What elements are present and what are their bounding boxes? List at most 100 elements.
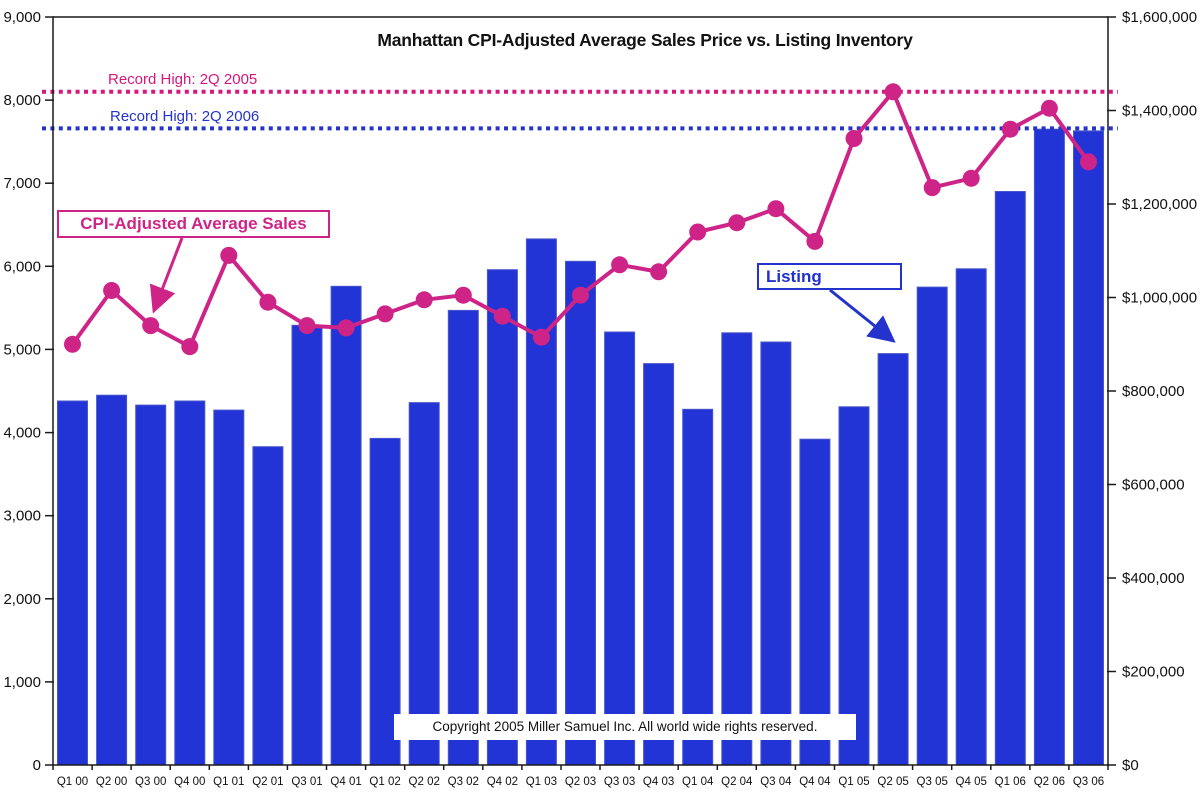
x-label-Q2-00: Q2 00 (96, 776, 127, 788)
left-tick-label: 0 (33, 757, 41, 774)
left-tick-label: 2,000 (3, 591, 41, 608)
x-label-Q2-03: Q2 03 (565, 776, 596, 788)
right-tick-label: $400,000 (1122, 570, 1185, 587)
price-point-Q2-05 (884, 83, 902, 101)
x-label-Q3-06: Q3 06 (1073, 776, 1104, 788)
price-point-Q4-05 (962, 169, 980, 187)
x-label-Q2-06: Q2 06 (1034, 776, 1065, 788)
bar-Q3-06 (1073, 130, 1104, 766)
price-point-Q4-00 (181, 338, 199, 356)
price-point-Q4-02 (493, 307, 511, 325)
price-point-Q1-02 (376, 305, 394, 323)
bar-Q2-04 (721, 332, 753, 766)
right-tick-label: $800,000 (1122, 383, 1185, 400)
right-tick-label: $1,600,000 (1122, 9, 1197, 26)
right-tick-label: $200,000 (1122, 664, 1185, 681)
bar-Q1-03 (525, 238, 557, 766)
price-point-Q1-05 (845, 130, 863, 147)
left-tick-label: 3,000 (3, 508, 41, 525)
bar-Q4-03 (643, 363, 675, 766)
price-point-Q2-02 (415, 291, 433, 309)
right-tick-label: $1,200,000 (1122, 196, 1197, 213)
left-tick-label: 9,000 (3, 9, 41, 26)
price-point-Q2-04 (728, 214, 746, 232)
bar-Q3-05 (916, 286, 948, 766)
x-label-Q1-05: Q1 05 (838, 776, 869, 788)
x-label-Q3-01: Q3 01 (291, 776, 322, 788)
left-tick-label: 7,000 (3, 175, 41, 192)
price-point-Q4-04 (806, 232, 824, 250)
right-tick-label: $600,000 (1122, 477, 1185, 494)
bar-Q4-04 (799, 438, 831, 766)
bar-Q2-06 (1033, 128, 1065, 766)
bar-Q1-05 (838, 406, 870, 766)
price-point-Q2-06 (1040, 99, 1058, 117)
record-high-2005-label: Record High: 2Q 2005 (108, 71, 258, 88)
price-point-Q3-03 (611, 256, 629, 274)
x-label-Q3-04: Q3 04 (760, 776, 792, 788)
x-label-Q2-04: Q2 04 (721, 776, 753, 788)
listing-callout-arrow (829, 288, 896, 343)
price-point-Q1-00 (64, 335, 81, 353)
x-label-Q3-00: Q3 00 (135, 776, 166, 788)
bar-Q3-01 (291, 324, 323, 766)
listing-series-callout: Listing (757, 263, 902, 290)
price-point-Q2-00 (103, 282, 121, 299)
x-label-Q1-04: Q1 04 (682, 776, 714, 788)
x-label-Q1-06: Q1 06 (995, 776, 1026, 788)
price-point-Q3-00 (142, 317, 160, 335)
price-point-Q1-01 (220, 246, 238, 264)
bar-Q2-05 (877, 353, 909, 766)
left-tick-label: 8,000 (3, 92, 41, 109)
price-point-Q1-04 (689, 223, 707, 241)
left-tick-label: 4,000 (3, 425, 41, 442)
x-label-Q2-01: Q2 01 (252, 776, 283, 788)
x-label-Q3-03: Q3 03 (604, 776, 635, 788)
price-point-Q2-03 (572, 286, 589, 304)
x-label-Q4-03: Q4 03 (643, 776, 674, 788)
bar-Q1-00 (57, 400, 88, 766)
x-label-Q4-01: Q4 01 (330, 776, 361, 788)
bar-Q4-00 (174, 400, 206, 766)
x-label-Q3-02: Q3 02 (448, 776, 479, 788)
bar-Q1-04 (682, 408, 714, 766)
record-high-2006-label: Record High: 2Q 2006 (110, 108, 260, 125)
left-tick-label: 1,000 (3, 674, 41, 691)
price-point-Q1-03 (532, 328, 550, 346)
bar-Q1-06 (994, 191, 1026, 766)
left-tick-label: 6,000 (3, 258, 41, 275)
bar-Q4-05 (955, 268, 987, 766)
price-point-Q3-04 (767, 200, 785, 218)
cpi-series-callout: CPI-Adjusted Average Sales (57, 210, 330, 238)
price-point-Q3-06 (1080, 153, 1097, 171)
x-label-Q4-04: Q4 04 (799, 776, 831, 788)
x-label-Q1-03: Q1 03 (526, 776, 557, 788)
right-tick-label: $1,400,000 (1122, 103, 1197, 120)
copyright-note: Copyright 2005 Miller Samuel Inc. All wo… (394, 714, 856, 740)
bar-Q4-02 (486, 269, 518, 766)
bar-Q3-00 (135, 404, 167, 766)
x-label-Q1-00: Q1 00 (57, 776, 88, 788)
x-label-Q2-05: Q2 05 (877, 776, 908, 788)
x-label-Q3-05: Q3 05 (917, 776, 948, 788)
bar-Q2-03 (565, 260, 596, 766)
price-point-Q3-02 (454, 286, 472, 304)
bar-Q2-01 (252, 446, 284, 766)
left-tick-label: 5,000 (3, 341, 41, 358)
bar-Q3-03 (604, 331, 636, 766)
price-point-Q4-03 (650, 263, 668, 281)
x-label-Q2-02: Q2 02 (409, 776, 440, 788)
bar-Q2-00 (96, 394, 128, 766)
x-label-Q4-00: Q4 00 (174, 776, 205, 788)
price-point-Q3-01 (298, 317, 316, 335)
cpi-callout-arrow (149, 237, 184, 314)
x-label-Q1-01: Q1 01 (213, 776, 244, 788)
bar-Q1-01 (213, 409, 245, 766)
price-point-Q2-01 (259, 293, 277, 311)
right-tick-label: $1,000,000 (1122, 290, 1197, 307)
bar-Q3-02 (447, 309, 479, 766)
x-label-Q1-02: Q1 02 (369, 776, 400, 788)
chart-title: Manhattan CPI-Adjusted Average Sales Pri… (377, 30, 913, 50)
bar-Q2-02 (408, 402, 440, 766)
